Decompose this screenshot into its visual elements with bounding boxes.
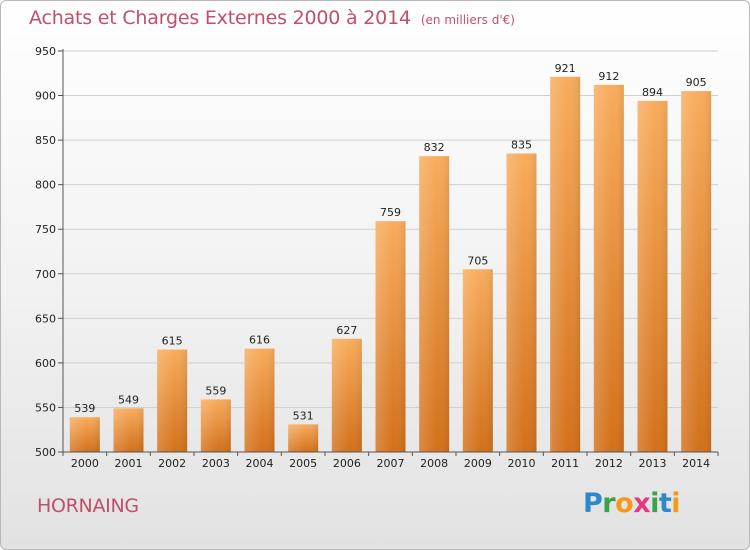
x-tick-label: 2011 xyxy=(551,457,579,470)
x-tick-label: 2013 xyxy=(639,457,667,470)
logo-letter: P xyxy=(583,488,603,519)
data-label: 559 xyxy=(205,384,226,397)
y-tick-label: 550 xyxy=(35,401,56,414)
bar-shading xyxy=(637,100,668,452)
data-label: 627 xyxy=(336,324,357,337)
x-tick-label: 2001 xyxy=(115,457,143,470)
x-tick-label: 2009 xyxy=(464,457,492,470)
y-tick-label: 600 xyxy=(35,357,56,370)
logo-letter: i xyxy=(650,488,659,519)
bars xyxy=(69,76,712,453)
logo-letter: o xyxy=(615,488,634,519)
bar-shading xyxy=(681,91,712,452)
x-tick-label: 2003 xyxy=(202,457,230,470)
logo-letter: t xyxy=(658,488,672,519)
bar-shading xyxy=(288,424,319,452)
bar-shading xyxy=(593,84,624,453)
data-label: 894 xyxy=(642,86,663,99)
x-tick-label: 2005 xyxy=(289,457,317,470)
data-label: 759 xyxy=(380,206,401,219)
x-tick-label: 2006 xyxy=(333,457,361,470)
logo-letter: r xyxy=(602,488,616,519)
x-tick-label: 2002 xyxy=(158,457,186,470)
bar-shading xyxy=(419,156,450,452)
bar-shading xyxy=(244,348,275,452)
city-name: HORNAING xyxy=(37,495,139,517)
data-label: 616 xyxy=(249,334,270,347)
x-tick-label: 2000 xyxy=(71,457,99,470)
y-tick-label: 700 xyxy=(35,268,56,281)
chart-unit: (en milliers d'€) xyxy=(420,13,515,27)
bar-shading xyxy=(113,408,144,452)
logo-letter: i xyxy=(671,488,681,519)
data-label: 539 xyxy=(74,402,95,415)
data-label: 912 xyxy=(598,70,619,83)
x-tick-label: 2008 xyxy=(420,457,448,470)
logo-letter: x xyxy=(633,488,651,519)
data-label: 921 xyxy=(555,62,576,75)
x-tick-label: 2004 xyxy=(246,457,274,470)
labels: 500 550 600 650 700 750 800 850 900 950 539 2000 549… xyxy=(35,45,710,470)
chart-title: Achats et Charges Externes 2000 à 2014 xyxy=(29,7,411,29)
x-tick-label: 2012 xyxy=(595,457,623,470)
data-label: 615 xyxy=(162,335,183,348)
y-tick-label: 950 xyxy=(35,45,56,58)
data-label: 705 xyxy=(467,254,488,267)
data-label: 905 xyxy=(686,76,707,89)
bar-shading xyxy=(69,417,100,452)
y-tick-label: 800 xyxy=(35,179,56,192)
data-label: 835 xyxy=(511,138,532,151)
bar-shading xyxy=(200,399,231,452)
bar-shading xyxy=(462,269,493,452)
y-tick-label: 650 xyxy=(35,312,56,325)
bar-shading xyxy=(550,76,581,452)
bar-shading xyxy=(157,349,188,452)
y-tick-label: 750 xyxy=(35,223,56,236)
data-label: 531 xyxy=(293,409,314,422)
bar-shading xyxy=(506,153,537,452)
data-label: 549 xyxy=(118,393,139,406)
y-tick-label: 500 xyxy=(35,446,56,459)
axes xyxy=(58,49,719,456)
proxiti-logo: Proxiti xyxy=(583,488,681,519)
x-tick-label: 2014 xyxy=(682,457,710,470)
y-tick-label: 850 xyxy=(35,134,56,147)
data-label: 832 xyxy=(424,141,445,154)
bar-shading xyxy=(331,338,362,452)
x-tick-label: 2010 xyxy=(508,457,536,470)
bar-shading xyxy=(375,221,406,452)
x-tick-label: 2007 xyxy=(377,457,405,470)
y-tick-label: 900 xyxy=(35,90,56,103)
chart-title-block: Achats et Charges Externes 2000 à 2014 (e… xyxy=(29,7,515,29)
